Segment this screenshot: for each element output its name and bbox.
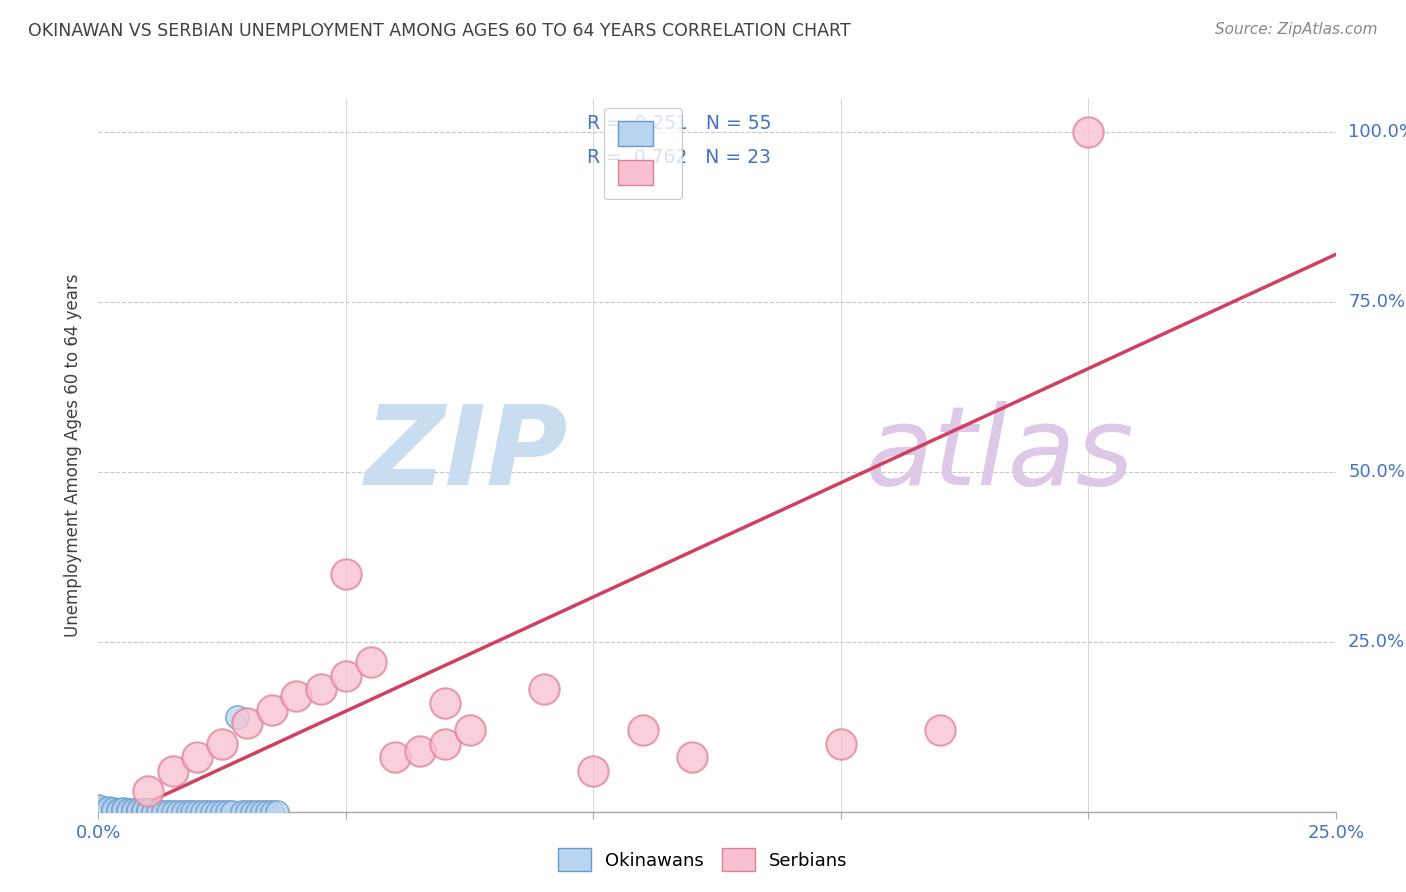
- Text: 100.0%: 100.0%: [1348, 123, 1406, 141]
- Point: [117, 803, 139, 817]
- Point: [211, 805, 233, 819]
- Point: [285, 689, 308, 703]
- Point: [582, 764, 605, 778]
- Point: [335, 566, 357, 581]
- Point: [146, 805, 169, 819]
- Point: [681, 750, 703, 764]
- Point: [87, 799, 110, 814]
- Text: 25.0%: 25.0%: [1348, 632, 1405, 651]
- Point: [186, 805, 208, 819]
- Point: [136, 784, 159, 798]
- Point: [122, 803, 145, 817]
- Point: [87, 805, 110, 819]
- Point: [87, 803, 110, 817]
- Point: [631, 723, 654, 738]
- Text: 75.0%: 75.0%: [1348, 293, 1405, 311]
- Point: [87, 803, 110, 817]
- Point: [136, 805, 159, 819]
- Point: [246, 805, 269, 819]
- Point: [1077, 125, 1099, 139]
- Point: [156, 805, 179, 819]
- Point: [830, 737, 852, 751]
- Point: [181, 805, 204, 819]
- Point: [250, 805, 273, 819]
- Point: [433, 696, 456, 710]
- Point: [195, 805, 218, 819]
- Point: [97, 805, 120, 819]
- Point: [103, 805, 125, 819]
- Legend: Okinawans, Serbians: Okinawans, Serbians: [551, 841, 855, 879]
- Point: [533, 682, 555, 697]
- Point: [103, 802, 125, 816]
- Point: [186, 750, 208, 764]
- Point: [87, 801, 110, 815]
- Point: [172, 805, 194, 819]
- Point: [112, 802, 135, 816]
- Point: [142, 805, 165, 819]
- Point: [176, 805, 198, 819]
- Point: [928, 723, 950, 738]
- Point: [87, 805, 110, 819]
- Text: atlas: atlas: [866, 401, 1135, 508]
- Point: [132, 805, 155, 819]
- Point: [309, 682, 332, 697]
- Point: [87, 802, 110, 816]
- Point: [97, 803, 120, 817]
- Point: [127, 805, 149, 819]
- Text: R = -0.251   N = 55: R = -0.251 N = 55: [588, 114, 772, 133]
- Text: OKINAWAN VS SERBIAN UNEMPLOYMENT AMONG AGES 60 TO 64 YEARS CORRELATION CHART: OKINAWAN VS SERBIAN UNEMPLOYMENT AMONG A…: [28, 22, 851, 40]
- Point: [236, 716, 259, 731]
- Legend: , : ,: [605, 108, 682, 199]
- Point: [266, 805, 288, 819]
- Point: [132, 803, 155, 817]
- Point: [166, 805, 188, 819]
- Point: [217, 805, 239, 819]
- Point: [236, 805, 259, 819]
- Point: [205, 805, 228, 819]
- Point: [360, 655, 382, 669]
- Y-axis label: Unemployment Among Ages 60 to 64 years: Unemployment Among Ages 60 to 64 years: [65, 273, 83, 637]
- Point: [260, 703, 283, 717]
- Point: [260, 805, 283, 819]
- Point: [458, 723, 481, 738]
- Point: [256, 805, 278, 819]
- Point: [112, 805, 135, 819]
- Point: [87, 805, 110, 819]
- Point: [221, 805, 243, 819]
- Point: [409, 743, 432, 757]
- Point: [162, 764, 184, 778]
- Point: [201, 805, 224, 819]
- Point: [127, 803, 149, 817]
- Point: [191, 805, 214, 819]
- Point: [433, 737, 456, 751]
- Point: [226, 709, 249, 723]
- Text: ZIP: ZIP: [366, 401, 568, 508]
- Point: [107, 803, 129, 817]
- Point: [87, 805, 110, 819]
- Text: R =  0.762   N = 23: R = 0.762 N = 23: [588, 148, 770, 167]
- Text: 50.0%: 50.0%: [1348, 463, 1405, 481]
- Point: [122, 805, 145, 819]
- Point: [162, 805, 184, 819]
- Point: [117, 805, 139, 819]
- Point: [335, 669, 357, 683]
- Point: [231, 805, 253, 819]
- Point: [384, 750, 406, 764]
- Point: [87, 805, 110, 819]
- Point: [240, 805, 263, 819]
- Point: [107, 805, 129, 819]
- Point: [97, 801, 120, 815]
- Point: [136, 803, 159, 817]
- Point: [152, 805, 174, 819]
- Text: Source: ZipAtlas.com: Source: ZipAtlas.com: [1215, 22, 1378, 37]
- Point: [211, 737, 233, 751]
